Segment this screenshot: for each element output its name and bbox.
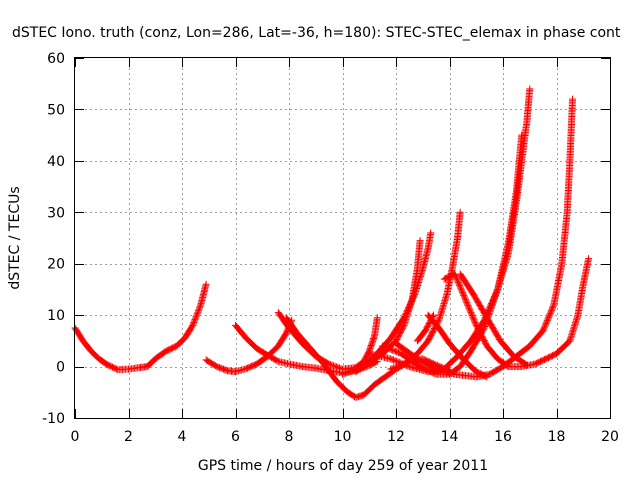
x-tick-label: 0	[71, 429, 80, 445]
series-0	[71, 280, 210, 374]
x-tick-label: 12	[387, 429, 405, 445]
chart-title: dSTEC Iono. truth (conz, Lon=286, Lat=-3…	[12, 25, 621, 41]
series-1-markers	[202, 316, 296, 376]
plot-frame	[74, 57, 611, 419]
x-tick-label: 14	[441, 429, 459, 445]
y-tick-label: 40	[47, 154, 65, 170]
y-tick-label: 50	[47, 102, 65, 118]
y-tick-label: 20	[47, 257, 65, 273]
series-1	[202, 316, 296, 376]
series-6	[352, 229, 435, 376]
tick-labels: -10 0 10 20 30 40 50 60 0 2 4 6 8 10 12 14 16 18 20	[42, 51, 619, 445]
series-9-markers	[387, 208, 464, 373]
series-9	[387, 208, 464, 373]
y-tick-label: 0	[56, 360, 65, 376]
data-points	[71, 85, 593, 401]
x-tick-label: 2	[124, 429, 133, 445]
series-12-markers	[424, 311, 491, 381]
y-axis-label: dSTEC / TECUs	[7, 186, 23, 289]
y-tick-label: 60	[47, 51, 65, 67]
series-0-markers	[71, 280, 210, 374]
series-14-markers	[456, 270, 531, 369]
y-tick-label: -10	[42, 411, 65, 427]
x-tick-label: 10	[334, 429, 352, 445]
x-tick-label: 4	[178, 429, 187, 445]
gridlines	[75, 58, 610, 418]
x-tick-label: 8	[285, 429, 294, 445]
series-12	[424, 311, 491, 381]
series-14	[456, 270, 531, 369]
series-6-markers	[352, 229, 435, 376]
series-13-markers	[440, 255, 593, 371]
y-tick-label: 30	[47, 205, 65, 221]
series-13	[440, 255, 593, 371]
y-tick-label: 10	[47, 308, 65, 324]
x-axis-label: GPS time / hours of day 259 of year 2011	[198, 458, 488, 474]
x-tick-label: 6	[231, 429, 240, 445]
x-tick-label: 16	[494, 429, 512, 445]
x-tick-label: 20	[601, 429, 619, 445]
x-tick-label: 18	[548, 429, 566, 445]
